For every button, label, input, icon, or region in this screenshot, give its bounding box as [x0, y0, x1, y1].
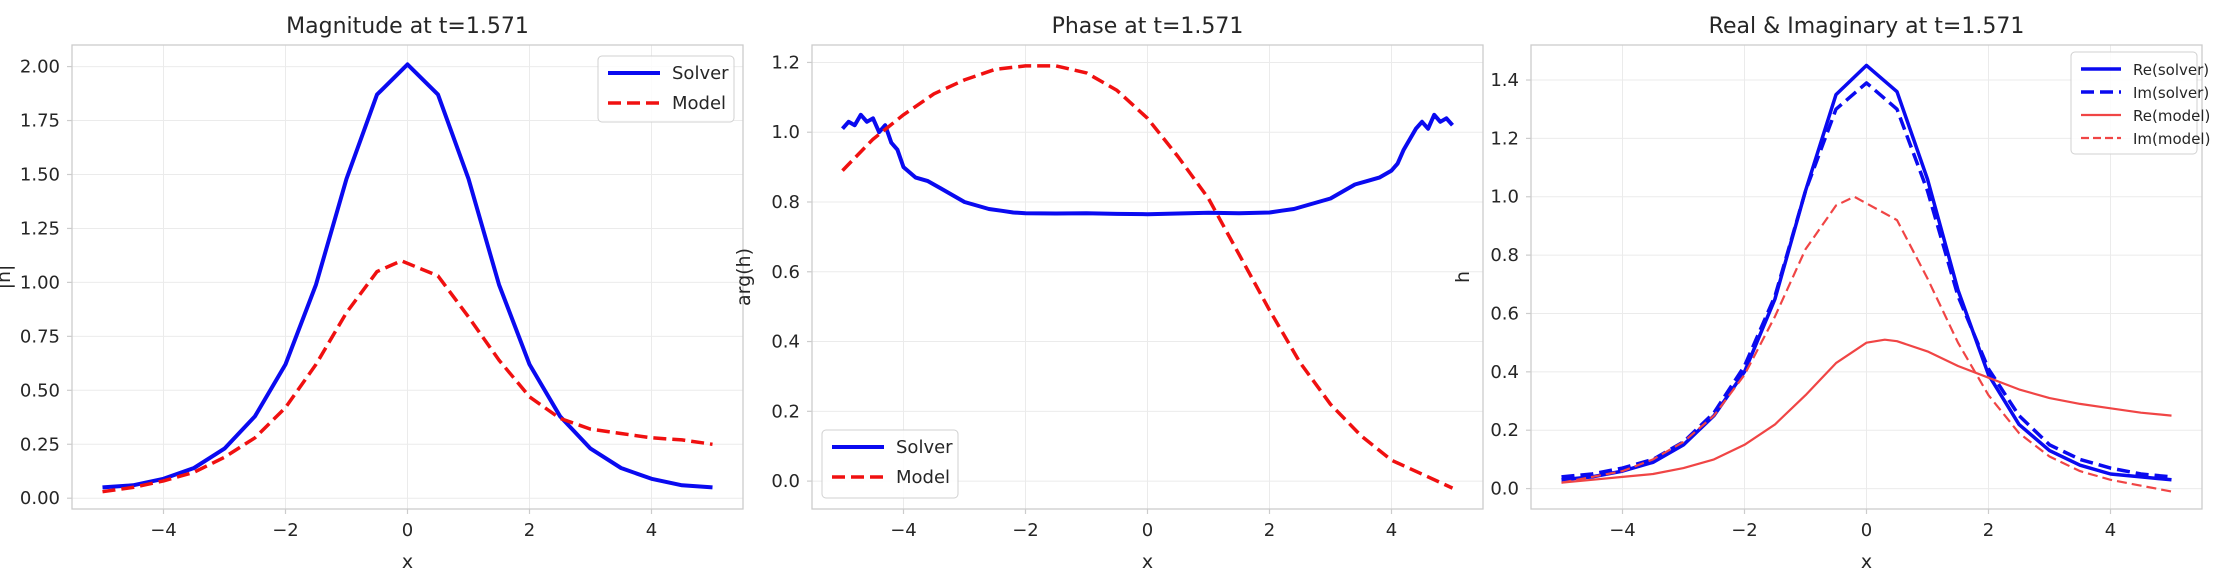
y-tick-label: 0.50 [20, 380, 60, 401]
legend-label: Im(model) [2133, 130, 2210, 148]
y-tick-label: 0.4 [1490, 362, 1519, 383]
y-tick-label: 2.00 [20, 57, 60, 78]
y-tick-label: 1.4 [1490, 70, 1519, 91]
y-tick-label: 1.0 [771, 122, 800, 143]
y-tick-label: 0.6 [1490, 303, 1519, 324]
x-tick-label: 2 [524, 520, 535, 541]
legend-label: Model [672, 93, 726, 114]
legend: Solver Model [821, 429, 959, 499]
chart-title: Phase at t=1.571 [1052, 14, 1244, 39]
y-tick-label: 0.8 [771, 192, 800, 213]
y-tick-label: 1.75 [20, 111, 60, 132]
legend-label: Solver [672, 63, 729, 84]
panel-2: −4 −2 0 2 4 0.0 0.2 0.4 0.6 0.8 1.0 1.2 Phase at t=1… [733, 14, 1484, 573]
chart-title: Real & Imaginary at t=1.571 [1709, 14, 2025, 39]
x-tick-label: 2 [1264, 520, 1275, 541]
y-axis-label: arg(h) [733, 248, 755, 306]
y-tick-label: 1.2 [771, 52, 800, 73]
y-tick-label: 0.2 [1490, 420, 1519, 441]
x-tick-label: −2 [272, 520, 299, 541]
legend: Re(solver) Im(solver) Re(model) Im(model) [2070, 51, 2210, 155]
grid [1531, 45, 2202, 509]
y-axis-label: h [1452, 271, 1474, 283]
legend-label: Solver [896, 437, 953, 458]
series-line-re-model [1561, 338, 2172, 484]
legend: Solver Model [597, 55, 735, 123]
series-line-re-solver [1561, 63, 2172, 482]
legend-label: Re(model) [2133, 107, 2210, 125]
series-line-model [102, 259, 713, 494]
series-line-solver [102, 62, 713, 490]
panel-1: −4 −2 0 2 4 0.00 0.25 0.50 0.75 1.00 1.25 1.50 1.75 2… [0, 14, 744, 573]
x-tick-label: −2 [1731, 520, 1758, 541]
legend-label: Re(solver) [2133, 61, 2209, 79]
y-tick-label: 1.2 [1490, 128, 1519, 149]
series-line-model [841, 64, 1454, 490]
legend-label: Model [896, 467, 950, 488]
y-tick-label: 1.25 [20, 218, 60, 239]
y-tick-label: 1.0 [1490, 187, 1519, 208]
chart-title: Magnitude at t=1.571 [286, 14, 529, 39]
x-axis-label: x [1861, 551, 1872, 573]
x-tick-label: 0 [1861, 520, 1872, 541]
y-tick-label: 0.0 [1490, 479, 1519, 500]
x-tick-label: −4 [1609, 520, 1636, 541]
x-tick-label: 0 [1142, 520, 1153, 541]
legend-box [2070, 51, 2198, 155]
y-tick-label: 0.0 [771, 471, 800, 492]
y-tick-label: 0.6 [771, 262, 800, 283]
panel-3: −4 −2 0 2 4 0.0 0.2 0.4 0.6 0.8 1.0 1.2 1.4 Real & Im… [1452, 14, 2210, 573]
series-line-im-model [1561, 195, 2172, 493]
y-tick-label: 0.25 [20, 434, 60, 455]
y-tick-label: 0.2 [771, 401, 800, 422]
x-tick-label: 4 [1386, 520, 1397, 541]
x-tick-label: 4 [646, 520, 657, 541]
y-axis-label: |h| [0, 265, 15, 290]
y-tick-label: 1.50 [20, 164, 60, 185]
x-tick-label: −4 [890, 520, 917, 541]
legend-label: Im(solver) [2133, 84, 2209, 102]
y-tick-label: 0.00 [20, 488, 60, 509]
x-tick-label: 0 [402, 520, 413, 541]
y-tick-label: 0.8 [1490, 245, 1519, 266]
y-tick-label: 1.00 [20, 272, 60, 293]
series-line-solver [841, 112, 1454, 217]
x-tick-label: 4 [2105, 520, 2116, 541]
x-axis-label: x [402, 551, 413, 573]
x-tick-label: 2 [1983, 520, 1994, 541]
y-tick-label: 0.4 [771, 332, 800, 353]
x-axis-label: x [1142, 551, 1153, 573]
x-tick-label: −4 [150, 520, 177, 541]
x-tick-label: −2 [1012, 520, 1039, 541]
y-tick-label: 0.75 [20, 326, 60, 347]
